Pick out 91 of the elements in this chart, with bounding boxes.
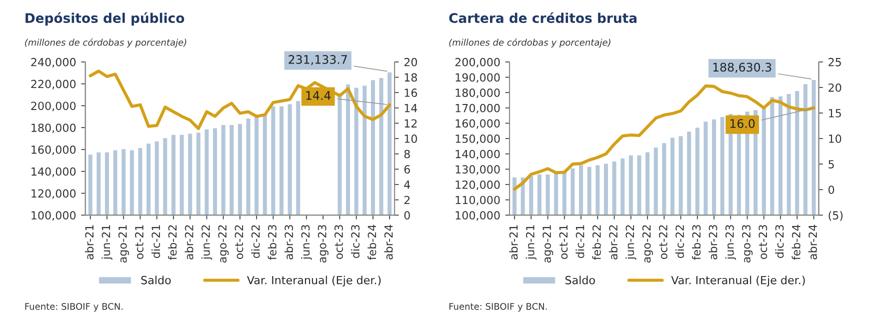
y2-tick-label: (5): [828, 210, 843, 221]
line-series: [88, 70, 392, 130]
y-tick-label: 200,000: [455, 58, 500, 68]
y2-tick-label: 0: [828, 186, 834, 194]
chart-title: Depósitos del público: [26, 12, 184, 26]
y2-tick-label: 0: [404, 211, 410, 220]
y-tick-label: 190,000: [456, 73, 500, 83]
legend-label: Var. Interanual (Eje der.): [671, 276, 805, 286]
x-tick-label: dic-22: [675, 225, 684, 258]
y2-tick-label: 15: [828, 109, 841, 118]
chart-title: Cartera de créditos bruta: [449, 12, 636, 24]
y2-tick-label: 18: [404, 73, 417, 82]
line-series: [512, 84, 816, 191]
legend-label: Var. Interanual (Eje der.): [246, 276, 381, 286]
y2-tick-label: 25: [828, 58, 841, 66]
y-tick-label: 120,000: [32, 189, 76, 199]
y2-tick-label: 12: [404, 119, 417, 128]
y2-tick-label: 4: [404, 180, 410, 189]
x-tick-label: dic-23: [350, 225, 360, 258]
y2-tick-label: 8: [404, 150, 410, 158]
x-tick-label: abr-24: [384, 224, 393, 260]
x-tick-label: oct-21: [135, 225, 144, 259]
x-tick-label: abr-24: [808, 224, 817, 260]
y2-tick-label: 20: [828, 83, 842, 92]
y2-tick-label: 6: [404, 165, 410, 174]
x-tick-label: dic-22: [251, 225, 260, 258]
x-tick-label: ago-23: [742, 225, 753, 263]
y2-tick-label: 2: [404, 196, 410, 204]
y2-tick-label: 16: [404, 88, 418, 97]
y-tick-label: 150,000: [456, 134, 500, 144]
x-tick-label: oct-23: [334, 225, 343, 259]
x-tick-label: jun-23: [301, 225, 312, 260]
legend-label: Saldo: [141, 276, 171, 284]
x-tick-label: ago-22: [642, 225, 653, 263]
x-tick-label: oct-22: [234, 225, 244, 259]
x-tick-label: feb-24: [792, 224, 800, 260]
x-tick-label: ago-21: [542, 225, 554, 263]
x-tick-label: oct-23: [758, 225, 768, 259]
y-tick-label: 170,000: [456, 104, 500, 114]
x-tick-label: ago-23: [318, 225, 328, 263]
source-note: Fuente: SIBOIF y BCN.: [449, 303, 547, 312]
legend-label: Saldo: [565, 276, 595, 284]
x-tick-label: jun-23: [725, 225, 736, 260]
data-label: 16.0: [730, 119, 755, 128]
chart-subtitle: (millones de córdobas y porcentaje): [25, 38, 186, 48]
y-tick-label: 140,000: [456, 150, 500, 160]
data-label: 188,630.3: [713, 62, 772, 73]
x-tick-label: feb-22: [592, 225, 601, 260]
x-tick-label: jun-22: [626, 225, 636, 260]
y2-tick-label: 10: [828, 134, 842, 143]
x-tick-label: jun-21: [526, 225, 537, 260]
y-tick-label: 130,000: [456, 165, 500, 175]
x-tick-label: abr-22: [608, 225, 618, 260]
x-tick-label: abr-22: [184, 225, 194, 260]
x-tick-label: oct-22: [658, 225, 668, 259]
y-tick-label: 160,000: [456, 119, 500, 129]
y2-tick-label: 10: [404, 134, 417, 143]
x-tick-label: feb-22: [168, 225, 177, 260]
x-tick-label: feb-23: [268, 225, 276, 260]
x-tick-label: abr-23: [284, 225, 294, 260]
y2-tick-label: 5: [828, 160, 834, 168]
y2-tick-label: 14: [404, 104, 418, 112]
x-tick-label: abr-21: [509, 225, 518, 260]
y-tick-label: 100,000: [456, 211, 500, 221]
data-label: 14.4: [306, 91, 331, 100]
source-note: Fuente: SIBOIF y BCN.: [25, 303, 123, 312]
x-tick-label: dic-21: [576, 225, 584, 258]
x-tick-label: jun-21: [102, 225, 112, 260]
x-tick-label: dic-21: [151, 225, 160, 258]
x-tick-label: abr-23: [708, 225, 718, 260]
y-tick-label: 160,000: [32, 145, 76, 156]
x-tick-label: feb-24: [368, 224, 376, 260]
x-tick-label: dic-23: [775, 225, 784, 258]
y-tick-label: 110,000: [456, 196, 500, 206]
x-tick-label: jun-22: [201, 225, 212, 260]
y-tick-label: 100,000: [32, 211, 76, 221]
y-tick-label: 180,000: [32, 124, 76, 134]
chart-subtitle: (millones de córdobas y porcentaje): [449, 38, 610, 48]
y2-tick-label: 20: [404, 58, 417, 66]
y-tick-label: 200,000: [31, 102, 76, 112]
y-tick-label: 220,000: [31, 80, 76, 90]
x-tick-label: ago-21: [118, 225, 129, 263]
y-tick-label: 240,000: [31, 58, 76, 68]
y-tick-label: 140,000: [32, 167, 76, 177]
x-tick-label: ago-22: [218, 225, 229, 263]
y-tick-label: 180,000: [456, 88, 500, 98]
x-tick-label: oct-21: [559, 225, 568, 259]
x-tick-label: feb-23: [692, 225, 701, 260]
data-label: 231,133.7: [288, 55, 347, 66]
y-tick-label: 120,000: [456, 180, 500, 190]
x-tick-label: abr-21: [84, 225, 94, 260]
